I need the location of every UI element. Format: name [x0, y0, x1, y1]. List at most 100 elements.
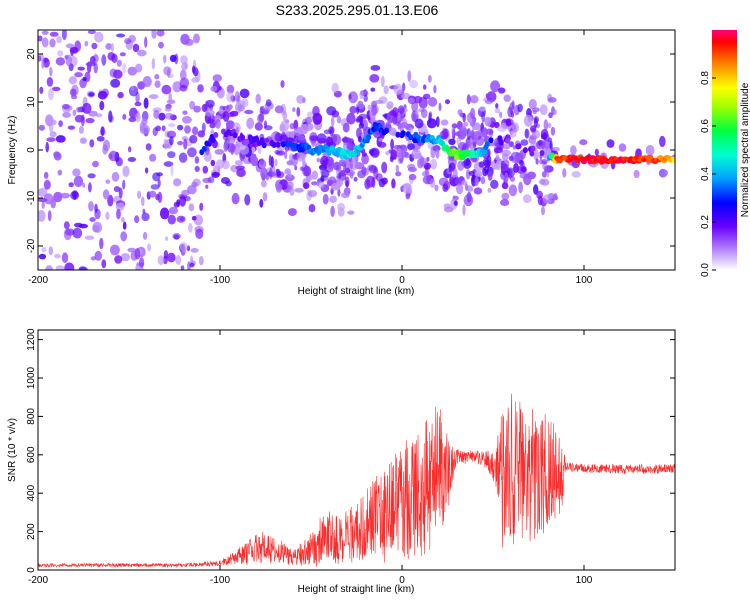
spectrogram-cell [451, 123, 458, 129]
spectrogram-cell [524, 128, 530, 139]
spectrogram-cell [169, 54, 177, 63]
spectrogram-cell [508, 184, 518, 197]
spectrogram-cell [462, 121, 469, 127]
spectrogram-cell [280, 120, 290, 132]
spectrogram-cell [320, 167, 326, 175]
spectrogram-cell [91, 42, 98, 50]
spectrogram-cell [428, 74, 432, 83]
spectrogram-cell [546, 172, 550, 178]
spectrogram-cell [250, 153, 257, 166]
spectrogram-cell [523, 173, 532, 186]
spectrogram-cell [72, 168, 81, 177]
figure-title: S233.2025.295.01.13.E06 [276, 2, 439, 18]
spectrogram-cell [67, 125, 76, 130]
spectrogram-cell [195, 228, 204, 239]
spectrogram-cell [141, 212, 150, 222]
spectrogram-cell [111, 53, 118, 63]
spectrogram-cell [358, 113, 368, 120]
spectrogram-cell [142, 76, 152, 88]
spectrogram-cell [286, 181, 294, 190]
spectrogram-cell [167, 252, 176, 263]
spectrogram-cell [454, 200, 458, 206]
spectrogram-cell [462, 204, 466, 216]
snr-x-tick-label: -200 [28, 575, 48, 586]
spectrogram-cell [61, 103, 70, 110]
spectrogram-cell [234, 160, 243, 166]
spectrogram-cell [95, 113, 103, 118]
spectrogram-cell [180, 265, 185, 270]
spectrogram-cell [501, 192, 510, 200]
spectrogram-cell [105, 211, 110, 220]
spectrogram-cell [61, 30, 67, 40]
spectrogram-cell [299, 123, 309, 135]
spectrogram-cell [530, 125, 537, 133]
spectrogram-cell [167, 151, 176, 159]
spectrogram-cell [349, 106, 357, 114]
spectrogram-cell [205, 99, 215, 108]
spectrogram-cell [68, 182, 74, 188]
spectrogram-cell [361, 153, 369, 165]
spectrogram-cell [448, 138, 456, 145]
spectrogram-cell [380, 75, 385, 88]
spectrogram-cell [381, 161, 388, 174]
spectrogram-cell [426, 118, 437, 129]
spectrogram-cell [109, 244, 120, 256]
spectrogram-cell [214, 119, 221, 129]
spectrogram-cell [543, 148, 549, 161]
spectrogram-cell [135, 112, 141, 123]
spectrogram-cell [70, 191, 80, 200]
spectrogram-cell [144, 167, 149, 174]
spectrogram-cell [433, 85, 437, 94]
spectrogram-y-tick-label: -20 [26, 238, 37, 253]
spectrogram-cell [116, 59, 122, 67]
spectrogram-cell [481, 111, 486, 123]
spectrogram-cell [97, 90, 108, 100]
spectrogram-cell [451, 127, 455, 137]
spectrogram-cell [354, 162, 364, 169]
spectrogram-ridge-cell [457, 150, 463, 156]
colorbar-gradient [712, 30, 737, 270]
spectrogram-cell [308, 204, 316, 213]
spectrogram-cell [166, 130, 177, 139]
spectrogram-cell [513, 163, 519, 173]
spectrogram-cell [43, 179, 51, 190]
spectrogram-cell [317, 137, 327, 144]
spectrogram-cell [426, 156, 430, 162]
spectrogram-cell [102, 189, 110, 200]
spectrogram-cell [407, 143, 415, 150]
spectrogram-cell [322, 193, 329, 205]
spectrogram-cell [487, 170, 493, 181]
spectrogram-cell [280, 80, 285, 88]
spectrogram-cell [407, 70, 412, 82]
spectrogram-y-tick-label: 10 [26, 96, 37, 108]
spectrogram-cell [562, 168, 567, 178]
spectrogram-cell [485, 93, 490, 99]
spectrogram-cell [659, 135, 666, 148]
spectrogram-cell [296, 150, 304, 162]
spectrogram-cell [74, 222, 83, 228]
spectrogram-cell [198, 256, 204, 266]
spectrogram-cell [288, 173, 293, 178]
spectrogram-cell [435, 149, 440, 159]
spectrogram-cell [236, 95, 241, 102]
spectrogram-cell [202, 165, 209, 174]
spectrogram-cell [82, 102, 92, 114]
spectrogram-cell [94, 250, 103, 261]
spectrogram-cell [60, 192, 70, 199]
spectrogram-cell [45, 141, 49, 153]
spectrogram-cell [45, 265, 53, 270]
spectrogram-cell [408, 173, 417, 181]
spectrogram-cell [505, 118, 512, 127]
spectrogram-cell [151, 30, 157, 39]
spectrogram-cell [128, 146, 132, 153]
spectrogram-cell [329, 195, 337, 203]
spectrogram-cell [421, 171, 430, 177]
spectrogram-cell [170, 164, 174, 177]
snr-y-tick-label: 600 [26, 446, 37, 463]
spectrogram-cell [367, 104, 373, 111]
spectrogram-cell [176, 215, 186, 223]
spectrogram-cell [254, 122, 263, 131]
spectrogram-cell [533, 149, 539, 161]
spectrogram-x-tick-label: 100 [576, 275, 593, 286]
